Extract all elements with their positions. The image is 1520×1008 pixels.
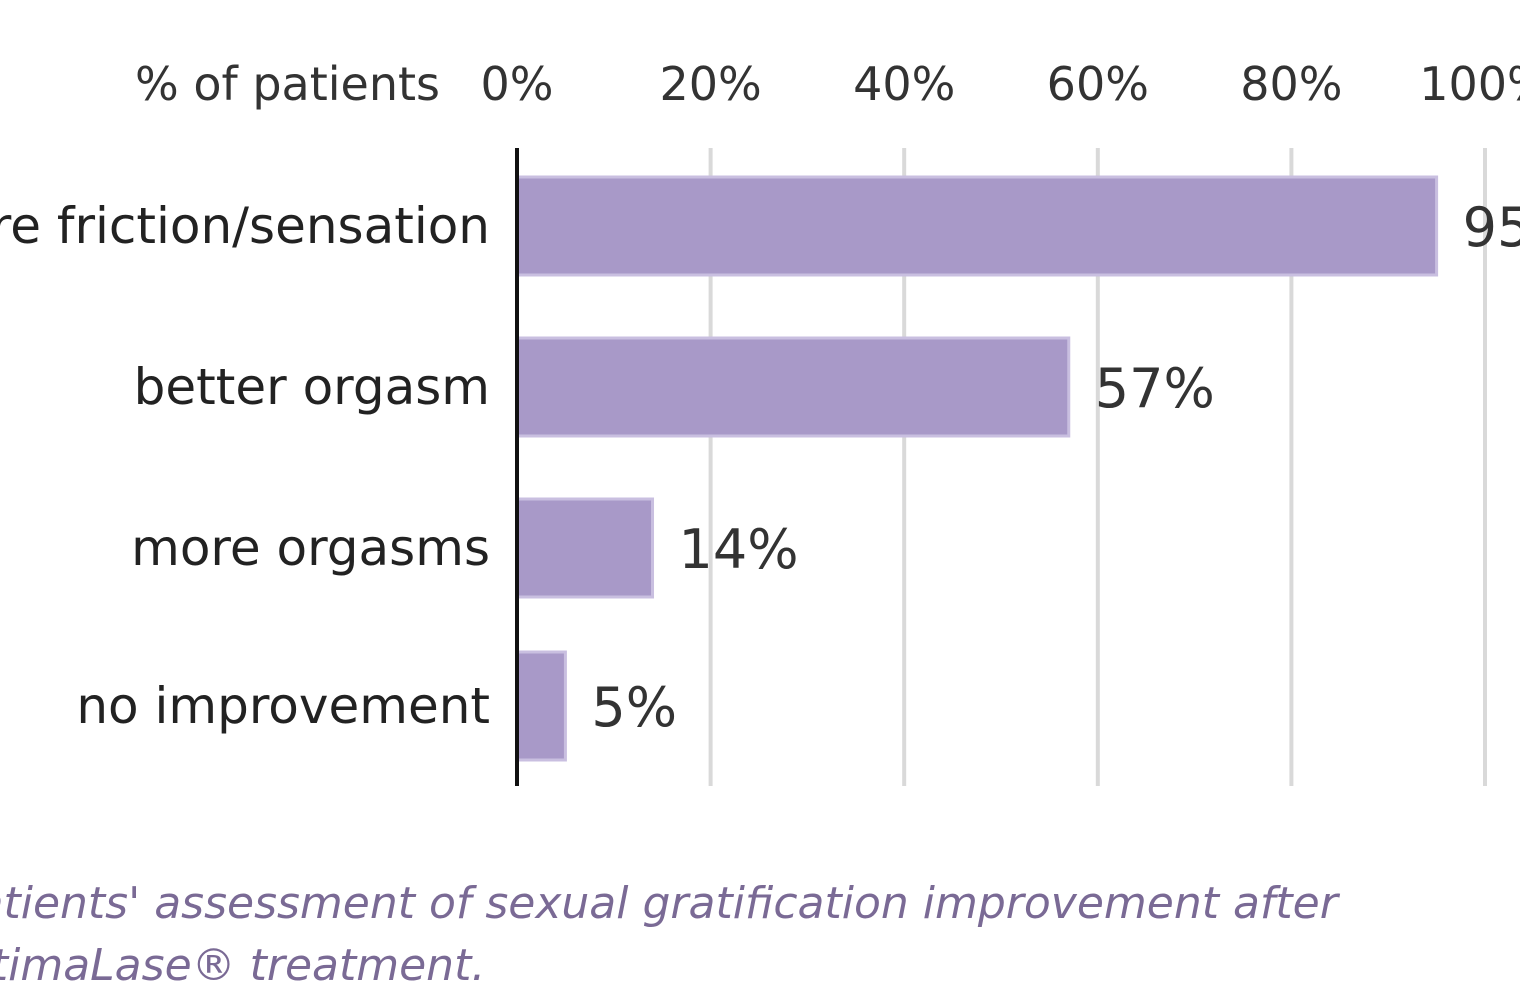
value-label: 14% [679, 518, 799, 581]
value-labels: 95% 57% 14% 5% [591, 196, 1520, 739]
category-label: no improvement [76, 677, 490, 735]
axis-title: % of patients [135, 57, 440, 111]
x-tick-label: 0% [481, 57, 554, 111]
caption-line-1: Patients' assessment of sexual gratifica… [0, 878, 1341, 929]
bar [515, 497, 655, 599]
bars [515, 175, 1439, 762]
caption-line-2: IntimaLase® treatment. [0, 940, 485, 991]
category-labels: more friction/sensation better orgasm more… [0, 197, 490, 735]
category-label: more orgasms [131, 519, 490, 577]
value-label: 57% [1095, 357, 1215, 420]
x-tick-label: 60% [1047, 57, 1149, 111]
value-label: 95% [1463, 196, 1520, 259]
bar [515, 175, 1439, 277]
bar [515, 336, 1071, 438]
category-label: better orgasm [134, 358, 490, 416]
x-tick-label: 40% [853, 57, 955, 111]
x-tick-label: 20% [659, 57, 761, 111]
value-label: 5% [591, 676, 677, 739]
x-tick-label: 100% [1419, 57, 1520, 111]
x-tick-labels: 0% 20% 40% 60% 80% 100% [481, 57, 1520, 111]
x-tick-label: 80% [1240, 57, 1342, 111]
bar [515, 650, 567, 762]
category-label: more friction/sensation [0, 197, 490, 255]
